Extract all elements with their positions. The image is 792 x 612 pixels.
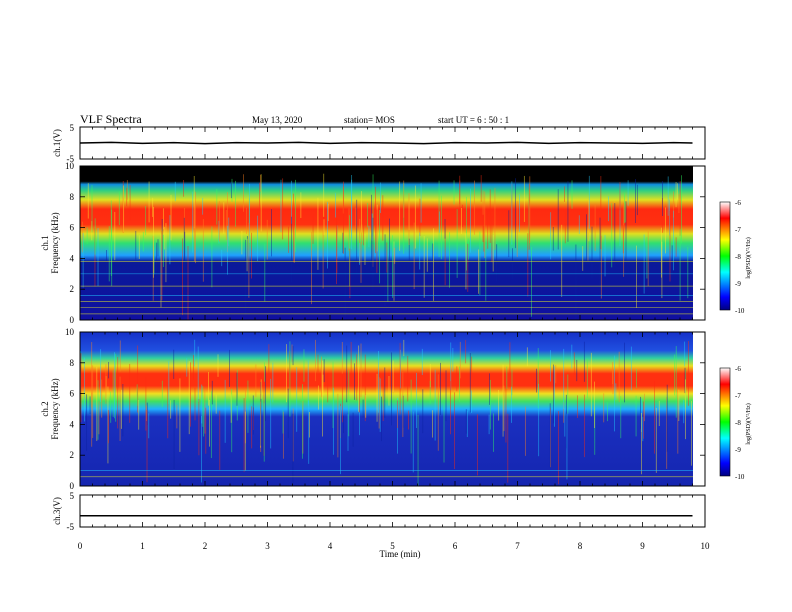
x-tick-label: 2 — [203, 541, 208, 551]
ch3-ytick-top: 5 — [70, 491, 75, 501]
ch1-ytick-bottom: -5 — [67, 154, 75, 164]
time-axis: 0 1 2 3 4 5 6 7 8 9 10 — [78, 127, 710, 551]
x-tick-label: 8 — [578, 541, 583, 551]
station-label: station= MOS — [344, 115, 395, 125]
ch2-channel-label: ch.2 — [40, 401, 50, 416]
ch1-cb-tick-0: -6 — [735, 199, 741, 207]
ch2-cb-tick-3: -9 — [735, 446, 741, 454]
x-tick-label: 0 — [78, 541, 83, 551]
ch1-cb-label: log(PSD)(V²/Hz) — [745, 237, 752, 278]
y-tick-label: 2 — [70, 284, 75, 294]
y-tick-label: 6 — [70, 223, 75, 233]
ch2-spectrogram-panel: 0 2 4 6 8 10 ch.2 Frequency (kHz) -6 -7 -8 -9… — [40, 327, 752, 491]
x-tick-label: 6 — [453, 541, 458, 551]
x-tick-label: 5 — [390, 541, 395, 551]
x-axis-label: Time (min) — [380, 549, 421, 559]
x-tick-label: 10 — [701, 541, 711, 551]
ch2-cb-tick-4: -10 — [735, 473, 745, 481]
x-tick-label: 7 — [515, 541, 520, 551]
y-tick-label: 0 — [70, 315, 75, 325]
x-tick-label: 9 — [640, 541, 645, 551]
ch1-cb-tick-4: -10 — [735, 307, 745, 315]
ch3-ytick-bottom: -5 — [67, 522, 75, 532]
ch2-spectrogram-image — [80, 332, 693, 486]
ch2-freq-label: Frequency (kHz) — [50, 378, 60, 439]
ch1-ylabel: ch.1(V) — [52, 129, 62, 157]
y-tick-label: 4 — [70, 253, 75, 263]
figure-title: VLF Spectra — [80, 112, 142, 126]
ch2-cb-label: log(PSD)(V²/Hz) — [745, 403, 752, 444]
ch1-colorbar — [719, 201, 731, 311]
ch2-cb-tick-1: -7 — [735, 392, 741, 400]
ch2-cb-tick-2: -8 — [735, 419, 741, 427]
y-tick-label: 2 — [70, 450, 75, 460]
y-tick-label: 6 — [70, 389, 75, 399]
ch1-waveform-panel: 5 -5 ch.1(V) — [52, 123, 706, 164]
y-tick-label: 10 — [65, 327, 75, 337]
x-tick-label: 1 — [140, 541, 145, 551]
ch1-cb-tick-2: -8 — [735, 253, 741, 261]
ch1-waveform-trace — [79, 141, 693, 145]
start-time-label: start UT = 6 : 50 : 1 — [438, 115, 509, 125]
y-tick-label: 10 — [65, 161, 75, 171]
ch1-spectrogram-streaks — [79, 173, 693, 320]
y-tick-label: 0 — [70, 481, 75, 491]
y-tick-label: 8 — [70, 358, 75, 368]
waveform-line — [79, 141, 693, 145]
ch1-cb-tick-3: -9 — [735, 280, 741, 288]
ch3-ylabel: ch.3(V) — [52, 497, 62, 525]
ch2-colorbar — [719, 367, 731, 477]
ch2-cb-tick-0: -6 — [735, 365, 741, 373]
ch1-spectrogram-panel: 0 2 4 6 8 10 ch.1 Frequency (kHz) -6 -7 -8 -9… — [40, 161, 752, 325]
y-tick-label: 4 — [70, 419, 75, 429]
ch1-ytick-top: 5 — [70, 123, 75, 133]
x-tick-label: 4 — [328, 541, 333, 551]
ch3-waveform-panel: 5 -5 ch.3(V) — [52, 491, 706, 532]
y-tick-label: 8 — [70, 192, 75, 202]
x-tick-label: 3 — [265, 541, 270, 551]
ch1-freq-label: Frequency (kHz) — [50, 212, 60, 273]
ch1-channel-label: ch.1 — [40, 235, 50, 250]
ch1-cb-tick-1: -7 — [735, 226, 741, 234]
date-label: May 13, 2020 — [252, 115, 303, 125]
